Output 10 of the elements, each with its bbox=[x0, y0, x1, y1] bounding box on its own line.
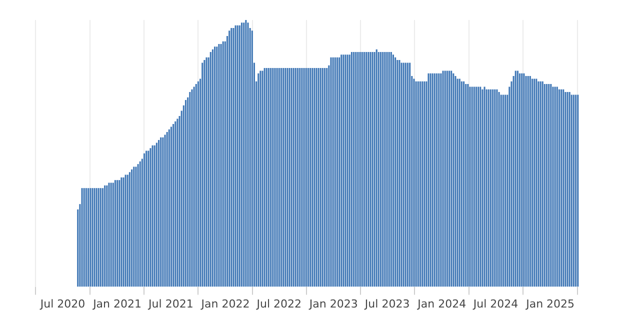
x-tick-label: Jan 2022 bbox=[200, 297, 250, 310]
x-tick-label: Jan 2023 bbox=[308, 297, 358, 310]
x-tick-label: Jul 2023 bbox=[364, 297, 410, 310]
x-tick-label: Jan 2025 bbox=[525, 297, 575, 310]
x-tick-label: Jan 2024 bbox=[416, 297, 466, 310]
x-tick-label: Jul 2024 bbox=[472, 297, 518, 310]
x-tick-label: Jul 2022 bbox=[256, 297, 302, 310]
x-tick-label: Jan 2021 bbox=[92, 297, 142, 310]
x-tick-label: Jul 2020 bbox=[39, 297, 86, 310]
x-tick-label: Jul 2021 bbox=[148, 297, 194, 310]
